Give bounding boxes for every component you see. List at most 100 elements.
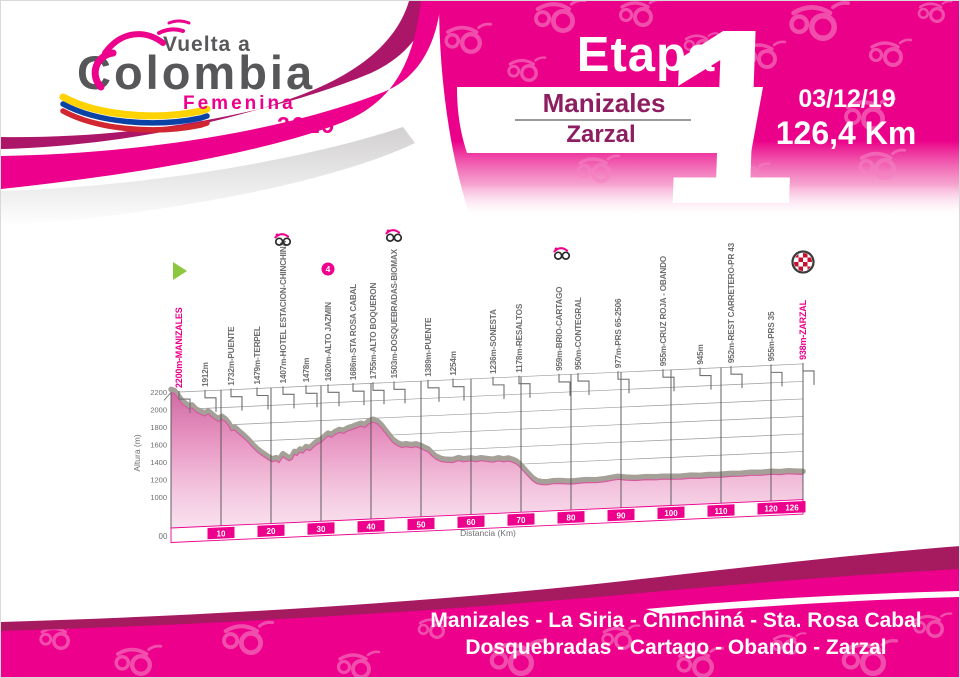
- svg-text:4: 4: [326, 264, 331, 274]
- waypoint-tick: [282, 386, 295, 409]
- km-box-label: 50: [417, 520, 426, 529]
- waypoint-tick: [577, 373, 590, 396]
- km-box: [257, 524, 285, 538]
- km-box: [507, 513, 535, 526]
- waypoint-label: 1620m-ALTO JAZMIN: [324, 302, 333, 381]
- x-axis-title: Distancia (Km): [460, 528, 516, 538]
- y-tick-label: 1200: [150, 475, 167, 484]
- waypoint-tick: [518, 375, 531, 398]
- sprint-icon: [274, 233, 292, 246]
- waypoint-label: 977m-PRS 65-2506: [614, 298, 623, 368]
- waypoint-tick: [730, 366, 743, 389]
- y-axis-title: Altura (m): [132, 434, 142, 471]
- km-box: [357, 519, 385, 533]
- km-box-label: 70: [517, 516, 526, 525]
- waypoint-label: 938m-ZARZAL: [798, 299, 808, 360]
- waypoint-label: 945m: [696, 344, 705, 364]
- waypoint-label: 1755m-ALTO BOQUERON: [369, 283, 378, 380]
- sprint-icon: [385, 229, 403, 242]
- start-flag-icon: [173, 262, 187, 280]
- waypoint-tick: [699, 367, 712, 390]
- km-box: [207, 526, 235, 540]
- route-line-2: Dosquebradas - Cartago - Obando - Zarzal: [465, 636, 887, 659]
- start-city: Manizales: [542, 88, 666, 118]
- route-markers: 4: [173, 229, 815, 280]
- bottom-band-pink: [1, 569, 959, 677]
- km-box-label: 110: [715, 507, 728, 516]
- y-tick-label: 1600: [150, 440, 167, 449]
- waypoint-tick: [662, 369, 675, 392]
- waypoint-tick: [230, 388, 243, 411]
- waypoint-label: 1732m-PUENTE: [227, 326, 236, 386]
- waypoint-label: 952m-REST CARRETERO-PR 43: [727, 242, 736, 363]
- waypoint-tick: [770, 364, 783, 387]
- km-box-label: 80: [567, 514, 576, 523]
- waypoint-tick: [256, 387, 269, 410]
- bottom-band-white-swoosh: [646, 591, 959, 614]
- km-box: [607, 508, 635, 522]
- waypoint-tick: [372, 382, 385, 405]
- waypoint-label: 1178m-RESALTOS: [515, 303, 524, 373]
- waypoint-label: 1389m-PUENTE: [424, 317, 433, 377]
- ribbon-shadow: [1, 127, 415, 227]
- km-box: [457, 515, 485, 529]
- city-divider: [515, 119, 691, 121]
- finish-icon: [791, 250, 815, 274]
- waypoint-label: 1407m-HOTEL ESTACION-CHINCHINA: [279, 241, 288, 384]
- waypoint-tick: [178, 391, 191, 414]
- waypoint-label: 959m-BRIO-CARTAGO: [555, 286, 564, 371]
- km-box: [557, 510, 585, 524]
- waypoint-tick: [617, 371, 630, 394]
- logo-vuelta-a: Vuelta a: [163, 33, 251, 56]
- waypoint-label: 1254m: [449, 351, 458, 376]
- km-box: [307, 522, 335, 535]
- km-box: [778, 501, 806, 514]
- x-axis-strip: 10 20 30 40 50 60 70 80 90 100 110 120 126 00 Distanci…: [132, 434, 806, 543]
- waypoint-tick: [352, 383, 365, 406]
- km-box: [407, 517, 435, 531]
- km-box-label: 60: [467, 518, 476, 527]
- y-tick-label: 1800: [150, 423, 167, 432]
- waypoint-tick: [802, 362, 815, 385]
- km-box-label: 30: [317, 525, 326, 534]
- waypoint-labels: 2200m-MANIZALES 1912m 1732m-PUENTE 1479m-TE…: [174, 241, 815, 414]
- logo-year: 2019: [277, 112, 337, 138]
- waypoint-tick: [204, 389, 217, 412]
- logo-femenina: Femenina: [183, 93, 296, 114]
- waypoint-label: 955m-CRUZ ROJA - OBANDO: [659, 255, 668, 366]
- waypoint-label: 950m-CONTEGRAL: [574, 297, 583, 370]
- finish-city: Zarzal: [566, 121, 636, 148]
- km-box-label: 126: [785, 504, 799, 513]
- waypoint-tick: [452, 378, 465, 401]
- stage-distance: 126,4 Km: [775, 115, 917, 151]
- waypoint-label: 1479m-TERPEL: [253, 326, 262, 384]
- stage-date: 03/12/19: [798, 85, 896, 113]
- elevation-profile: [168, 386, 806, 528]
- route-line-1: Manizales - La Siria - Chinchiná - Sta. …: [430, 609, 922, 632]
- waypoint-tick: [393, 381, 406, 404]
- km-box-label: 90: [617, 511, 626, 520]
- stage-label: Etapa: [576, 28, 716, 82]
- waypoint-tick: [427, 379, 440, 402]
- waypoint-tick: [558, 373, 571, 396]
- cat4-climb-icon: 4: [321, 262, 335, 276]
- km-box-label: 40: [367, 523, 376, 532]
- km-box-label: 100: [664, 509, 678, 518]
- y-tick-label: 1000: [150, 493, 167, 502]
- y-tick-label: 2000: [150, 405, 167, 414]
- waypoint-label: 1686m-STA ROSA CABAL: [349, 284, 358, 380]
- waypoint-tick: [492, 376, 505, 399]
- km-box: [707, 504, 735, 517]
- waypoint-label: 1912m: [201, 362, 210, 387]
- grid-horizontal: 2200 2000 1800 1600 1400 1200 1000: [150, 363, 804, 502]
- waypoint-label: 955m-PRS 35: [767, 311, 776, 361]
- waypoint-label: 1236m-SONESTA: [489, 309, 498, 374]
- waypoint-tick: [305, 385, 318, 408]
- grid-vertical: [170, 363, 804, 528]
- km-box-label: 10: [217, 529, 226, 538]
- ribbon-dark: [1, 1, 431, 149]
- waypoint-label: 2200m-MANIZALES: [174, 307, 184, 388]
